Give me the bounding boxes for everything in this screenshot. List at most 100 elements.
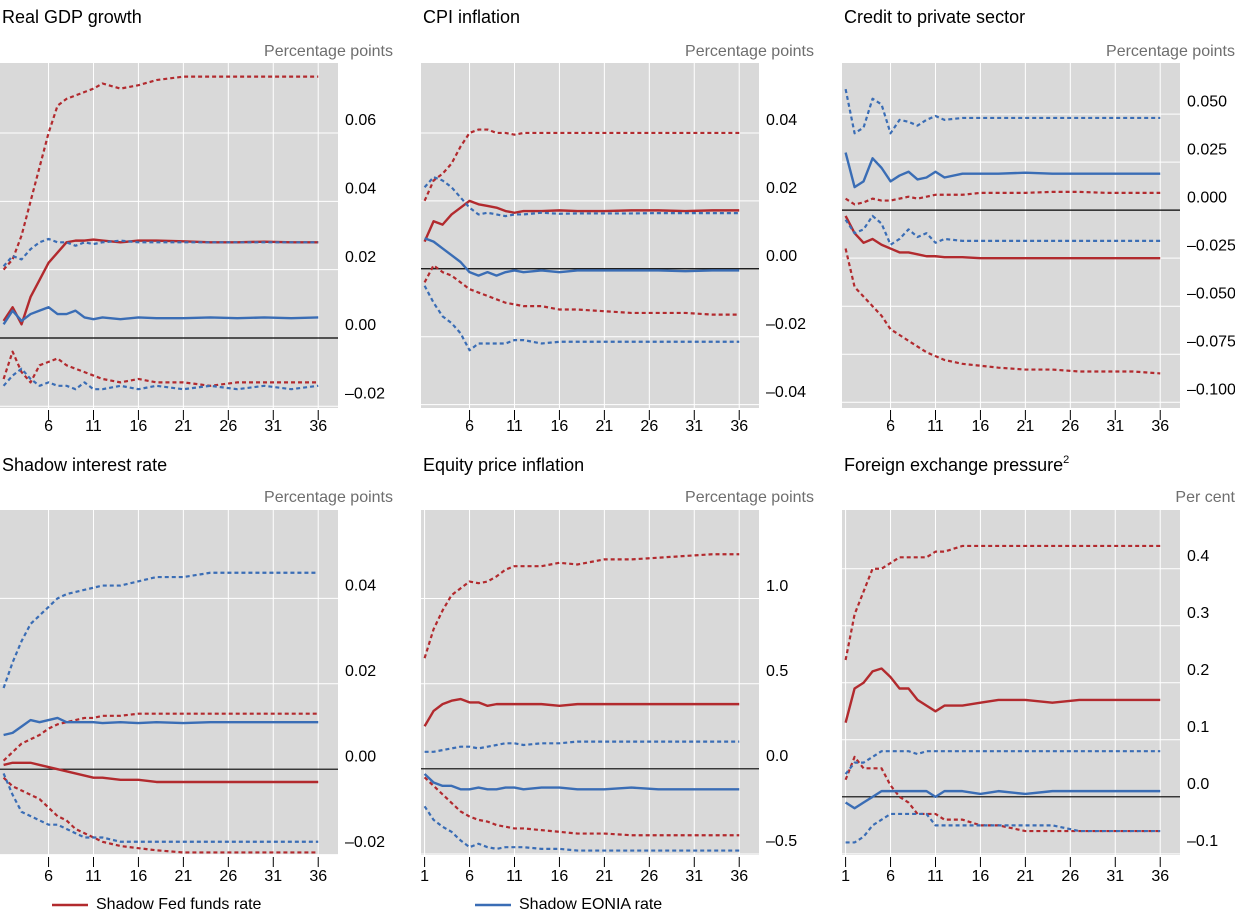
series-line: [844, 152, 1161, 189]
x-tick-label: 26: [219, 418, 237, 435]
band-line: [423, 128, 740, 202]
band-line: [2, 712, 319, 762]
band-line: [844, 750, 1161, 775]
series-group: [2, 75, 319, 391]
y-tick-label: 0.5: [766, 663, 788, 680]
series-line: [3, 716, 319, 737]
band-line: [423, 553, 740, 659]
series-line: [423, 697, 740, 727]
x-tick-label: 11: [927, 418, 944, 435]
x-tick-label: 6: [44, 418, 53, 435]
x-tick-label: 26: [640, 868, 658, 885]
band-line: [845, 190, 1161, 206]
plot-background: [842, 63, 1180, 408]
series-line: [423, 199, 740, 243]
x-tick-label: 31: [685, 418, 703, 435]
unit-label: Percentage points: [685, 43, 814, 60]
panel: Shadow interest rate Percentage points 6 11…: [0, 455, 393, 885]
title-note: 2: [1063, 454, 1069, 466]
y-tick-label: 0.1: [1187, 719, 1209, 736]
x-tick-label: 36: [730, 418, 748, 435]
y-tick-label: –0.02: [345, 834, 385, 851]
band-line: [423, 175, 740, 218]
x-tick-label: 11: [506, 868, 523, 885]
y-tick-label: 1.0: [766, 578, 788, 595]
x-tick-label: 21: [595, 418, 613, 435]
band-line: [844, 214, 1161, 246]
y-tick-label: –0.04: [766, 384, 806, 401]
x-tick-label: 1: [420, 868, 429, 885]
plot-background: [421, 63, 759, 408]
x-tick-label: 16: [130, 418, 148, 435]
band-line: [2, 571, 319, 689]
band-line: [2, 773, 319, 843]
plot-background: [0, 510, 338, 855]
x-tick-label: 31: [264, 418, 282, 435]
y-tick-label: 0.2: [1187, 662, 1209, 679]
band-line: [2, 237, 319, 267]
y-tick-label: 0.025: [1187, 141, 1227, 158]
x-tick-label: 16: [551, 868, 569, 885]
x-tick-label: 21: [174, 868, 192, 885]
x-tick-label: 21: [174, 418, 192, 435]
x-tick-label: 36: [1151, 868, 1169, 885]
band-line: [844, 755, 1161, 833]
y-tick-label: –0.025: [1187, 237, 1235, 254]
series-line: [3, 761, 319, 784]
unit-label: Per cent: [1175, 489, 1235, 506]
series-line: [844, 215, 1161, 260]
y-tick-label: 0.04: [345, 181, 376, 198]
x-tick-label: 21: [595, 868, 613, 885]
y-tick-label: 0.3: [1187, 605, 1209, 622]
y-tick-label: 0.00: [345, 748, 376, 765]
x-tick-label: 16: [551, 418, 569, 435]
x-tick-label: 6: [44, 868, 53, 885]
x-tick-label: 31: [1106, 868, 1124, 885]
y-tick-label: 0.00: [345, 317, 376, 334]
y-tick-label: 0.000: [1187, 189, 1227, 206]
band-line: [844, 544, 1161, 661]
y-tick-label: –0.5: [766, 833, 797, 850]
x-tick-label: 11: [85, 418, 102, 435]
plot-background: [421, 510, 759, 855]
x-tick-label: 16: [972, 418, 990, 435]
band-line: [844, 88, 1161, 135]
x-tick-label: 26: [1061, 868, 1079, 885]
panel-title: Foreign exchange pressure2: [844, 454, 1069, 475]
x-tick-label: 26: [640, 418, 658, 435]
band-line: [2, 367, 319, 391]
series-group: [423, 128, 740, 352]
y-tick-label: –0.02: [766, 316, 806, 333]
y-tick-label: 0.0: [1187, 776, 1209, 793]
y-tick-label: 0.04: [766, 112, 797, 129]
x-tick-label: 36: [309, 868, 327, 885]
band-line: [423, 805, 740, 852]
panel-title: Real GDP growth: [2, 7, 142, 27]
panel-title: Credit to private sector: [844, 7, 1025, 27]
y-tick-label: –0.100: [1187, 381, 1235, 398]
band-line: [424, 740, 740, 753]
panel: Equity price inflation Percentage points 1…: [420, 455, 814, 885]
band-line: [2, 350, 319, 387]
x-tick-label: 36: [309, 418, 327, 435]
band-line: [2, 75, 319, 271]
x-tick-label: 36: [1151, 418, 1169, 435]
y-tick-label: –0.075: [1187, 333, 1235, 350]
y-tick-label: –0.02: [345, 386, 385, 403]
series-group: [844, 88, 1161, 375]
x-tick-label: 36: [730, 868, 748, 885]
panel: Credit to private sector Percentage point…: [842, 7, 1235, 435]
x-tick-label: 16: [130, 868, 148, 885]
series-group: [844, 544, 1161, 844]
series-line: [423, 773, 740, 791]
plot-background: [0, 63, 338, 408]
band-line: [423, 264, 740, 316]
unit-label: Percentage points: [685, 489, 814, 506]
unit-label: Percentage points: [264, 489, 393, 506]
series-line: [424, 237, 740, 277]
y-tick-label: 0.00: [766, 248, 797, 265]
series-group: [2, 571, 319, 854]
series-group: [423, 553, 740, 852]
